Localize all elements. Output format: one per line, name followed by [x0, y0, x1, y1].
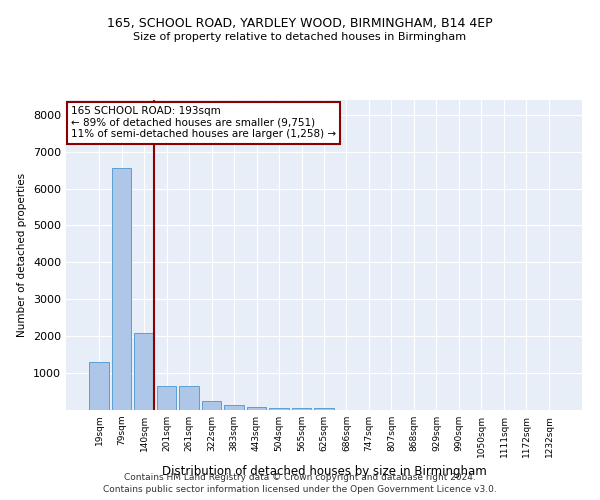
- Bar: [292, 408, 311, 410]
- Bar: [89, 362, 109, 410]
- Text: Contains HM Land Registry data © Crown copyright and database right 2024.: Contains HM Land Registry data © Crown c…: [124, 472, 476, 482]
- Bar: [157, 386, 176, 410]
- Bar: [314, 408, 334, 410]
- Text: Contains public sector information licensed under the Open Government Licence v3: Contains public sector information licen…: [103, 485, 497, 494]
- Bar: [134, 333, 154, 410]
- Text: 165 SCHOOL ROAD: 193sqm
← 89% of detached houses are smaller (9,751)
11% of semi: 165 SCHOOL ROAD: 193sqm ← 89% of detache…: [71, 106, 336, 140]
- Bar: [247, 406, 266, 410]
- Bar: [269, 408, 289, 410]
- Bar: [112, 168, 131, 410]
- Bar: [179, 386, 199, 410]
- Text: Size of property relative to detached houses in Birmingham: Size of property relative to detached ho…: [133, 32, 467, 42]
- Text: 165, SCHOOL ROAD, YARDLEY WOOD, BIRMINGHAM, B14 4EP: 165, SCHOOL ROAD, YARDLEY WOOD, BIRMINGH…: [107, 18, 493, 30]
- Y-axis label: Number of detached properties: Number of detached properties: [17, 173, 28, 337]
- X-axis label: Distribution of detached houses by size in Birmingham: Distribution of detached houses by size …: [161, 466, 487, 478]
- Bar: [224, 405, 244, 410]
- Bar: [202, 401, 221, 410]
